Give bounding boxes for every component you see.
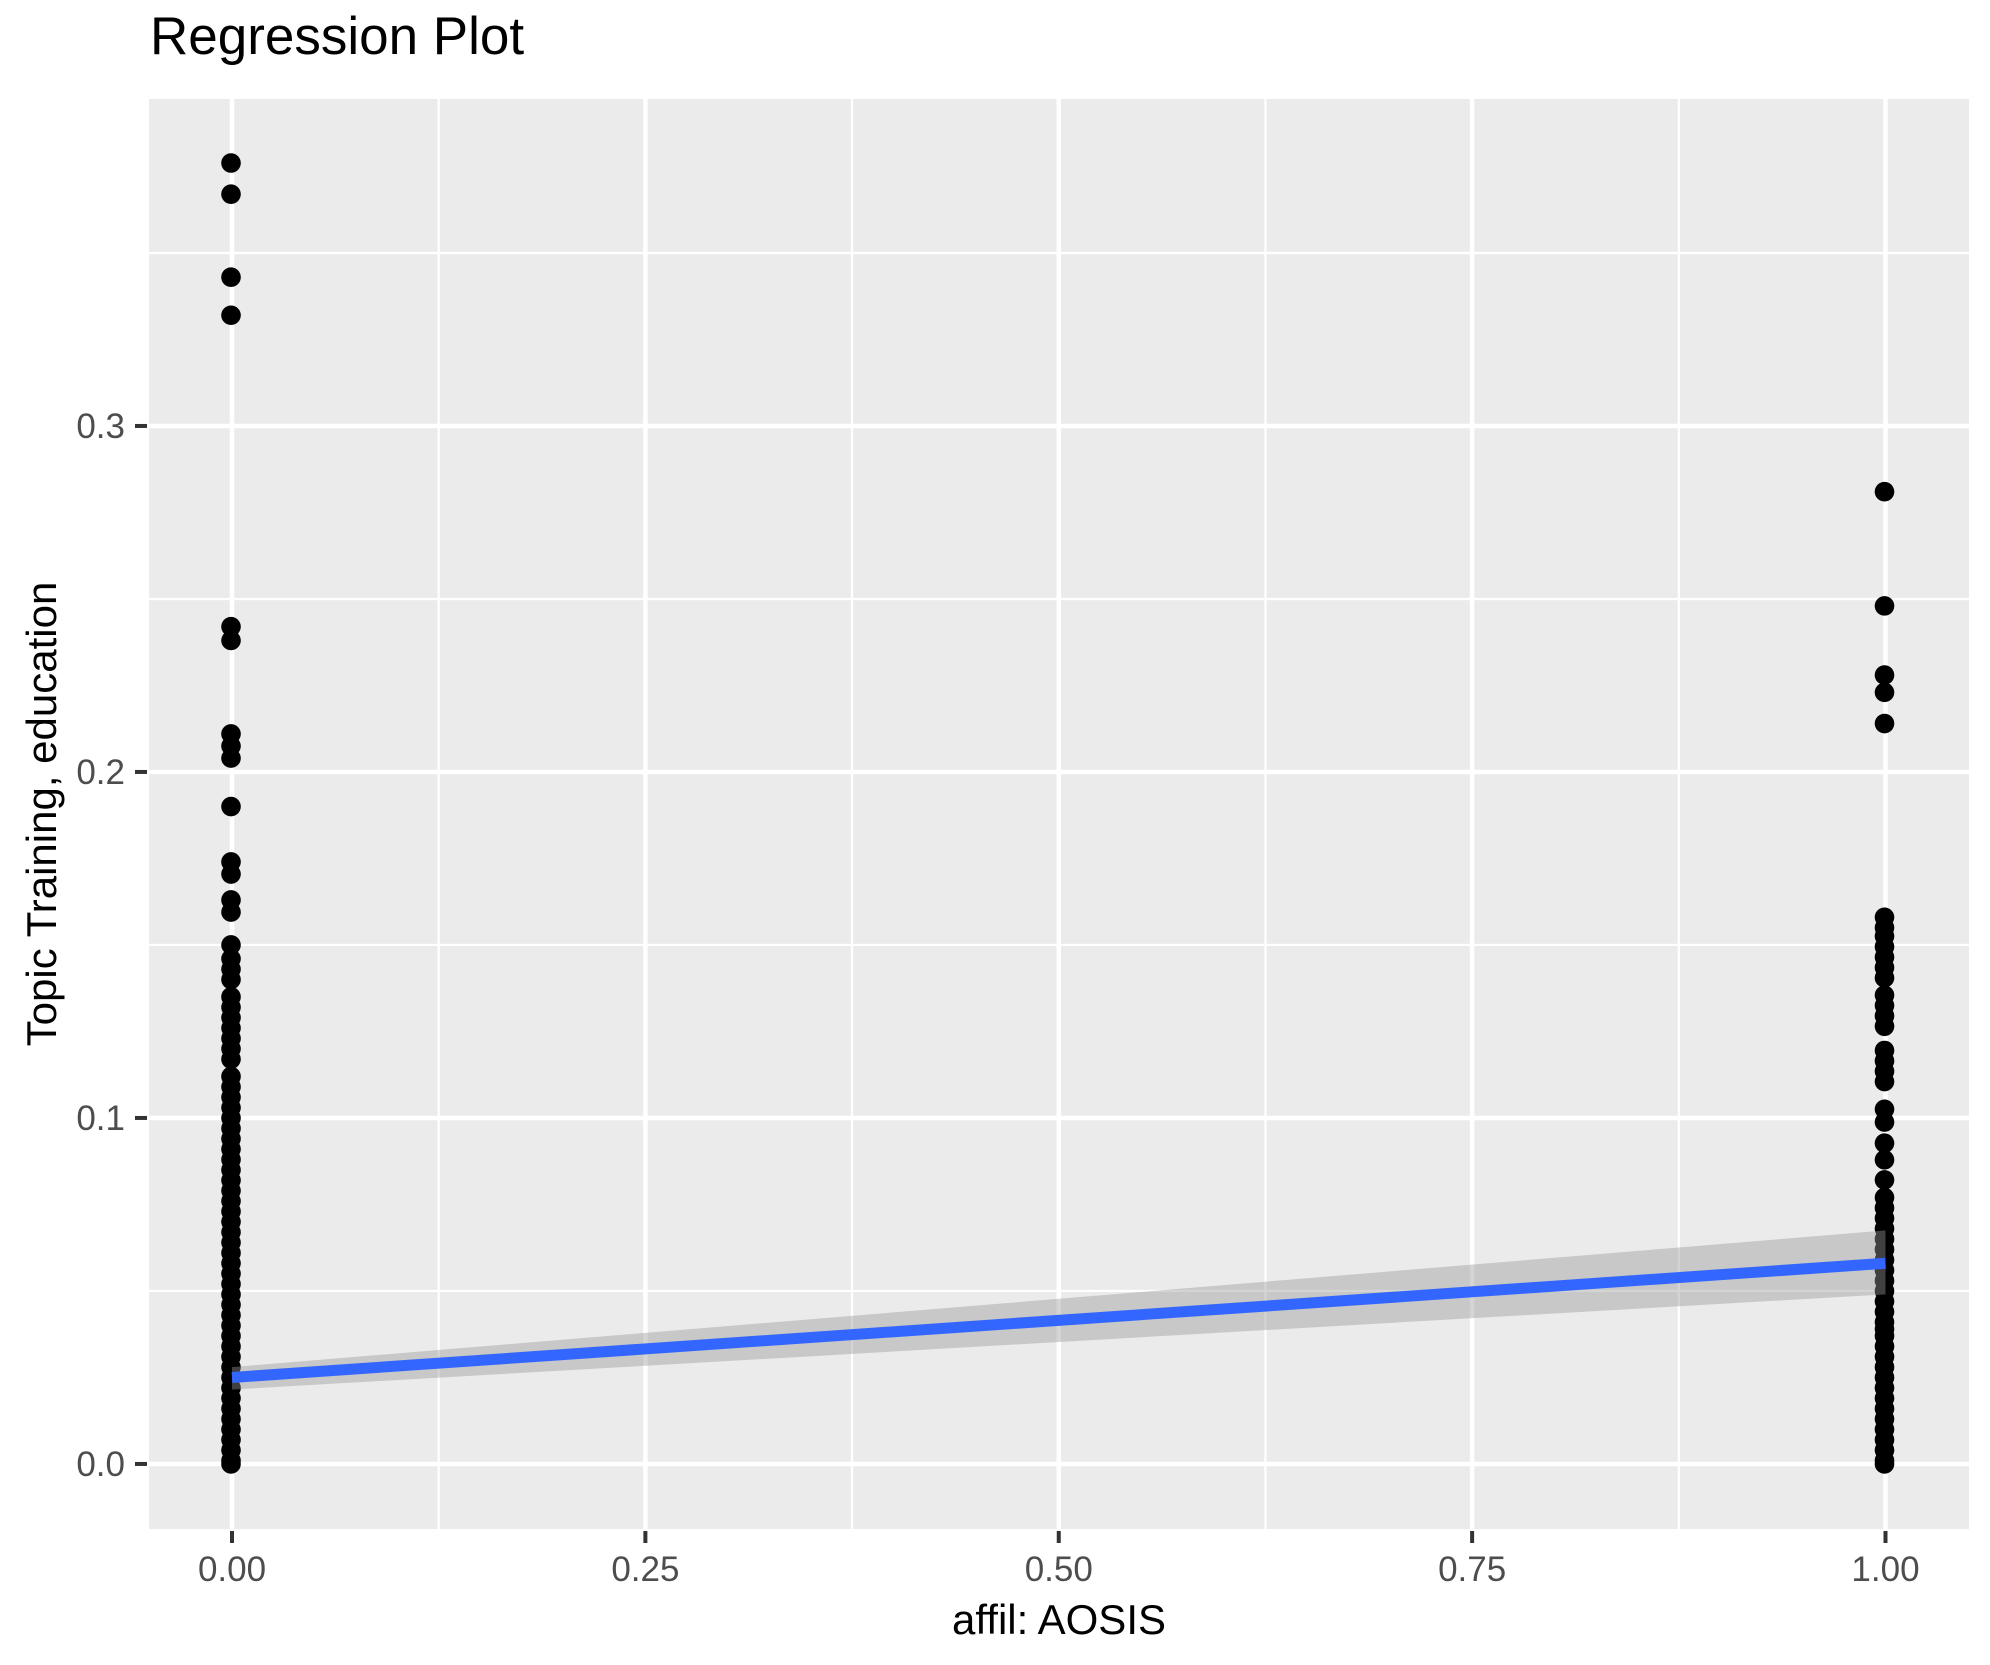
data-point	[221, 305, 241, 326]
regression-line-segment	[231, 1257, 1886, 1383]
data-point	[221, 902, 241, 922]
data-point	[221, 1454, 241, 1474]
data-point	[1874, 1112, 1895, 1132]
data-point	[1874, 665, 1895, 685]
data-point	[1874, 1454, 1895, 1474]
data-point	[221, 1049, 241, 1069]
scatter-points	[221, 153, 1895, 1474]
data-point	[1874, 1170, 1895, 1190]
data-point	[221, 969, 241, 990]
x-tick-label: 0.50	[1025, 1550, 1093, 1589]
x-tick-label: 1.00	[1851, 1550, 1919, 1589]
data-point	[221, 616, 241, 637]
data-point	[1874, 1133, 1895, 1154]
data-point	[221, 630, 241, 651]
data-point	[221, 748, 241, 768]
data-point	[1874, 481, 1895, 502]
data-point	[1874, 713, 1895, 734]
x-tick-label: 0.75	[1438, 1550, 1506, 1589]
data-point	[1874, 682, 1895, 703]
data-point	[221, 796, 241, 817]
data-point	[221, 153, 241, 173]
data-point	[221, 184, 241, 204]
y-tick-label: 0.1	[76, 1099, 125, 1138]
y-tick-label: 0.3	[76, 407, 125, 446]
y-axis-title: Topic Training, education	[18, 581, 65, 1047]
data-point	[221, 935, 241, 955]
data-point	[1874, 1071, 1895, 1092]
x-tick-label: 0.25	[611, 1550, 679, 1589]
axis-tick-labels: 0.00 0.25 0.50 0.75 1.00 0.0 0.1 0.2 0.3	[76, 407, 1919, 1589]
y-tick-label: 0.0	[76, 1445, 125, 1484]
data-point	[1874, 1016, 1895, 1037]
data-point	[1874, 1150, 1895, 1170]
data-point	[221, 864, 241, 884]
plot-title: Regression Plot	[150, 7, 525, 66]
data-point	[1874, 596, 1895, 616]
x-axis-title: affil: AOSIS	[952, 1596, 1166, 1643]
data-point	[1874, 968, 1895, 988]
x-tick-label: 0.00	[198, 1550, 266, 1589]
axis-tick-marks	[135, 423, 1888, 1543]
data-point	[221, 267, 241, 287]
regression-line	[231, 1257, 1886, 1383]
y-tick-label: 0.2	[76, 753, 125, 792]
